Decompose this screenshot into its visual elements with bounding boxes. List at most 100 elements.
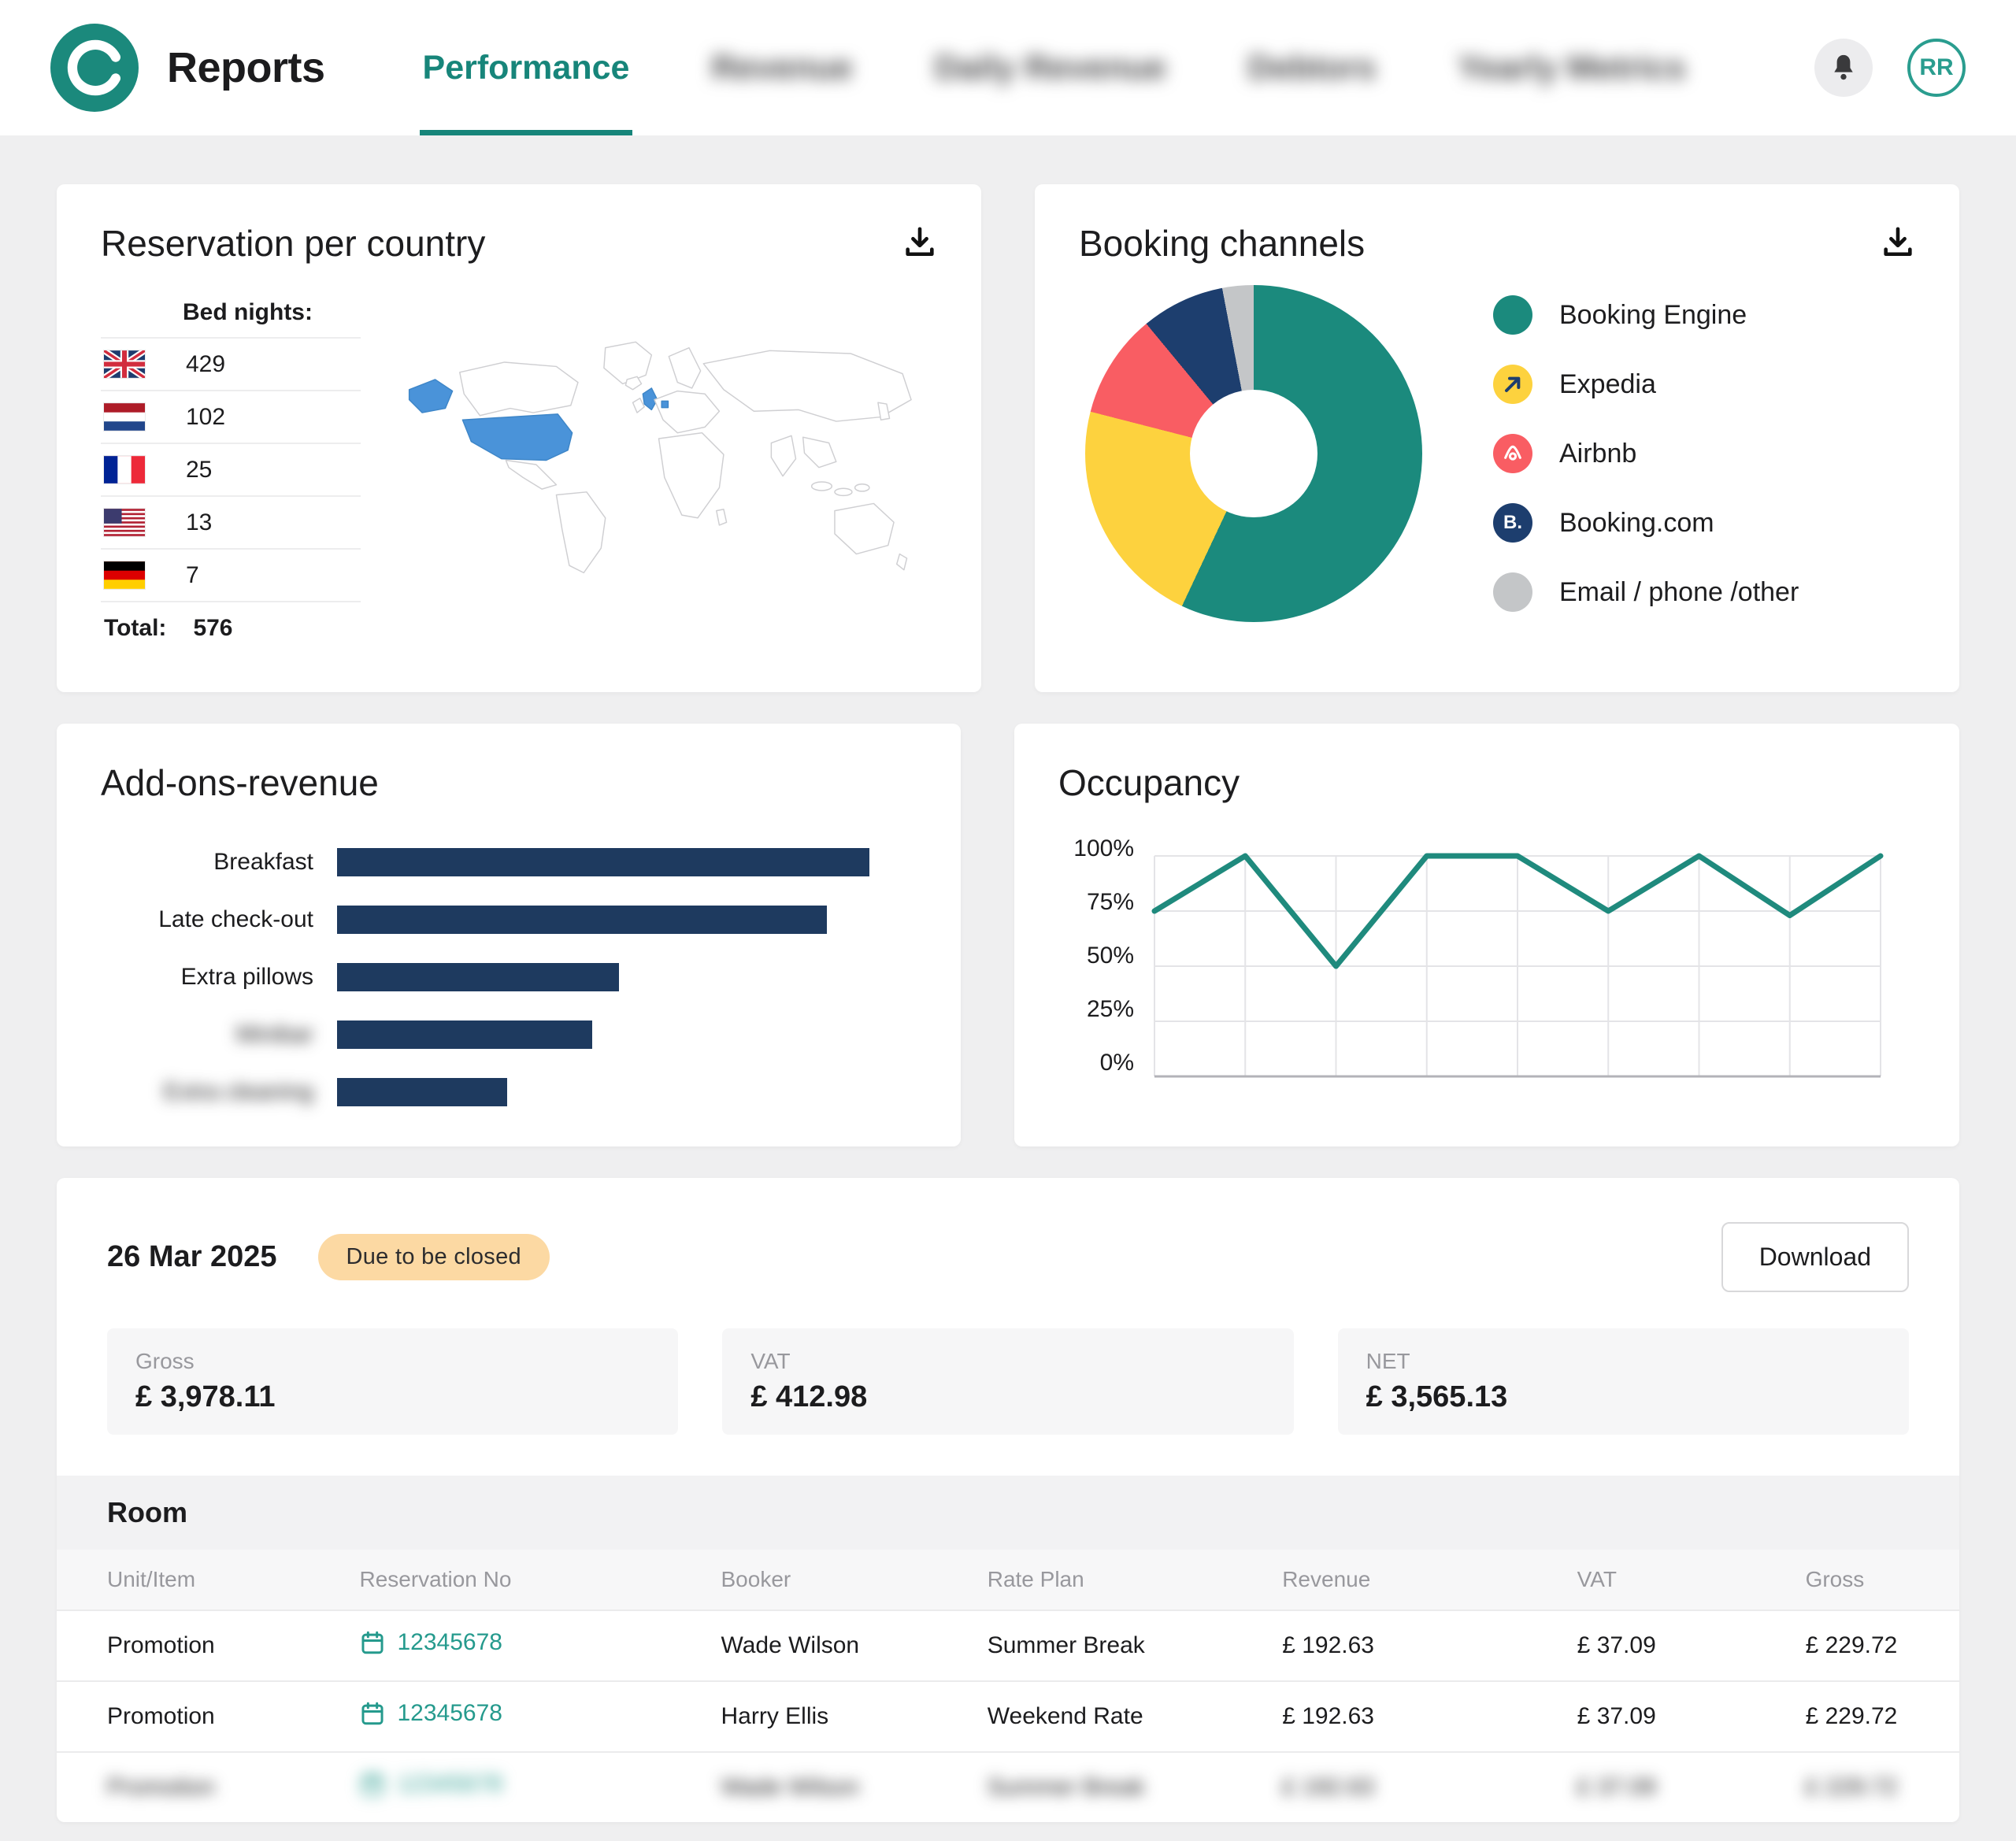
bar: [337, 1078, 508, 1106]
stat-value: £ 412.98: [750, 1380, 868, 1413]
card-title: Reservation per country: [101, 223, 486, 264]
legend-label: Expedia: [1559, 369, 1656, 399]
legend-label: Booking Engine: [1559, 299, 1747, 330]
bar-track: [337, 1078, 869, 1106]
legend-item: B. Booking.com: [1493, 503, 1799, 543]
bed-nights-value: 429: [186, 350, 226, 377]
tab-debtors[interactable]: Debtors: [1245, 0, 1379, 135]
bell-icon: [1834, 54, 1853, 80]
stat-net: NET £ 3,565.13: [1337, 1328, 1909, 1435]
color-dot-icon: [1493, 295, 1532, 335]
avatar[interactable]: RR: [1907, 39, 1966, 97]
legend-label: Booking.com: [1559, 507, 1714, 538]
status-badge: Due to be closed: [317, 1234, 550, 1280]
bar: [337, 1021, 593, 1049]
card-title: Occupancy: [1058, 762, 1240, 803]
cell-gross: £ 229.72: [1805, 1774, 1898, 1800]
y-axis-tick: 25%: [1086, 996, 1134, 1022]
bed-nights-value: 25: [186, 456, 213, 483]
occupancy-chart: [1151, 853, 1884, 1078]
reservation-link[interactable]: 12345678: [359, 1771, 502, 1798]
cell-unit-item: Promotion: [107, 1632, 215, 1658]
calendar-icon: [359, 1771, 386, 1798]
bar-row: Late check-out: [101, 906, 869, 934]
column-header: VAT: [1577, 1567, 1617, 1591]
booking-legend: Booking Engine Expedia Airbnb B. Booking.com…: [1493, 295, 1799, 612]
column-header: Unit/Item: [107, 1567, 196, 1591]
country-netherlands: [661, 400, 669, 409]
column-header: Rate Plan: [987, 1567, 1084, 1591]
bed-nights-row: 13: [101, 495, 361, 548]
cell-revenue: £ 192.63: [1282, 1703, 1374, 1729]
world-map: [389, 291, 937, 638]
airbnb-icon: [1493, 434, 1532, 473]
bar-label: Minibar: [235, 1021, 313, 1047]
occupancy-card: Occupancy 100% 75% 50% 25% 0%: [1014, 724, 1959, 1146]
bar-track: [337, 906, 869, 934]
bar-label: Breakfast: [213, 849, 313, 875]
bed-nights-value: 13: [186, 509, 213, 535]
cell-rate-plan: Summer Break: [987, 1632, 1145, 1658]
cell-rate-plan: Summer Break: [987, 1774, 1145, 1800]
bar-track: [337, 848, 869, 876]
reservation-link[interactable]: 12345678: [359, 1700, 502, 1727]
bed-nights-row: 102: [101, 390, 361, 443]
page-title: Reports: [167, 44, 325, 91]
room-section-title: Room: [57, 1476, 1959, 1550]
download-button[interactable]: Download: [1721, 1222, 1909, 1292]
app-logo-icon[interactable]: [50, 24, 139, 112]
cell-booker: Wade Wilson: [721, 1774, 860, 1800]
tab-revenue[interactable]: Revenue: [708, 0, 855, 135]
addons-chart: Breakfast Late check-out Extra pillows Mini…: [101, 848, 917, 1106]
cell-gross: £ 229.72: [1805, 1703, 1898, 1729]
occupancy-ticks: 100% 75% 50% 25% 0%: [1058, 837, 1134, 1075]
cell-gross: £ 229.72: [1805, 1632, 1898, 1658]
legend-label: Email / phone /other: [1559, 576, 1799, 607]
column-header: Booker: [721, 1567, 791, 1591]
calendar-icon: [359, 1700, 386, 1727]
room-table: Unit/Item Reservation No Booker Rate Plan Re…: [57, 1550, 1959, 1822]
country-uk: [642, 387, 658, 411]
column-header: Reservation No: [359, 1567, 512, 1591]
donut-hole: [1190, 390, 1317, 517]
cell-booker: Harry Ellis: [721, 1703, 829, 1729]
cell-rate-plan: Weekend Rate: [987, 1703, 1143, 1729]
room-table-body: Promotion 12345678 Wade Wilson Summer Break…: [57, 1610, 1959, 1822]
stat-label: Gross: [135, 1349, 195, 1373]
y-axis-tick: 75%: [1086, 889, 1134, 915]
expedia-icon: [1493, 365, 1532, 404]
stat-label: VAT: [750, 1349, 791, 1373]
app-header: Reports Performance Revenue Daily Revenue D…: [0, 0, 2016, 135]
bed-nights-row: 25: [101, 443, 361, 495]
report-date: 26 Mar 2025: [107, 1240, 277, 1273]
tab-yearly-metrics[interactable]: Yearly Metrics: [1455, 0, 1688, 135]
bed-nights-table: Bed nights: 429 102 25 13 7 Total: 576: [101, 291, 361, 654]
bed-nights-total: Total: 576: [101, 601, 361, 654]
bed-nights-row: 7: [101, 548, 361, 601]
download-icon[interactable]: [1877, 222, 1918, 263]
tab-daily-revenue[interactable]: Daily Revenue: [932, 0, 1169, 135]
legend-item: Expedia: [1493, 365, 1799, 404]
stat-value: £ 3,565.13: [1366, 1380, 1508, 1413]
column-header: Revenue: [1282, 1567, 1371, 1591]
bed-nights-list: 429 102 25 13 7: [101, 337, 361, 601]
table-row: Promotion 12345678 Wade Wilson Summer Break…: [57, 1752, 1959, 1822]
booking-channels-card: Booking channels Booking Engine Expedia Ai…: [1035, 184, 1959, 692]
header-actions: RR: [1814, 0, 1966, 135]
cell-revenue: £ 192.63: [1282, 1632, 1374, 1658]
stat-label: NET: [1366, 1349, 1410, 1373]
reservation-link[interactable]: 12345678: [359, 1629, 502, 1656]
color-dot-icon: [1493, 572, 1532, 612]
daily-report-card: 26 Mar 2025 Due to be closed Download Gr…: [57, 1178, 1959, 1822]
bed-nights-value: 7: [186, 561, 199, 588]
tab-performance[interactable]: Performance: [419, 0, 633, 135]
cell-unit-item: Promotion: [107, 1703, 215, 1729]
bar-label: Late check-out: [158, 906, 313, 932]
bar: [337, 848, 869, 876]
download-icon[interactable]: [899, 222, 940, 263]
card-title: Booking channels: [1079, 223, 1366, 264]
notifications-button[interactable]: [1814, 39, 1873, 97]
reservation-per-country-card: Reservation per country Bed nights: 429 1…: [57, 184, 981, 692]
daily-report-header: 26 Mar 2025 Due to be closed Download: [57, 1178, 1959, 1292]
stat-value: £ 3,978.11: [135, 1380, 276, 1413]
